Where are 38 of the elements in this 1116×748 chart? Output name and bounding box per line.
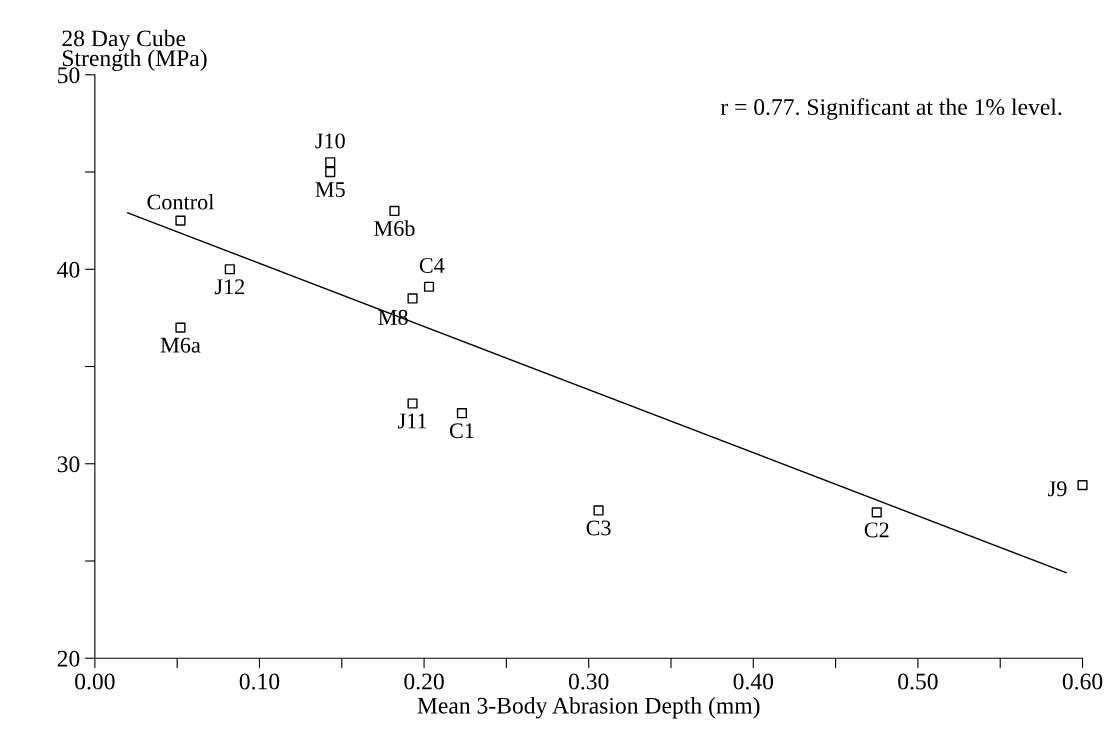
- annotation: C1: [449, 423, 474, 439]
- point: [175, 322, 186, 333]
- annotation: M5: [315, 182, 345, 198]
- point: [389, 205, 400, 217]
- annotation: J10: [315, 133, 345, 149]
- y-tick-label: 20: [57, 650, 80, 667]
- annotation: J12: [214, 279, 245, 295]
- x-tick-label: 0.20: [404, 673, 444, 690]
- x-tick-label: 0.00: [75, 673, 115, 690]
- point: [423, 281, 435, 292]
- point: [593, 505, 604, 516]
- point: [175, 215, 186, 226]
- x-tick-label: 0.60: [1062, 673, 1103, 690]
- x-tick-label: 0.10: [239, 673, 280, 690]
- point: [224, 264, 235, 275]
- x-tick-label: 0.40: [733, 673, 774, 690]
- annotation: J9: [1048, 481, 1067, 497]
- x-tick-label: 0.30: [568, 673, 609, 690]
- point: [325, 157, 336, 168]
- annotation: C2: [864, 522, 889, 538]
- point: [407, 398, 418, 409]
- y-tick-label: 30: [57, 456, 80, 473]
- y-tick-label: 40: [57, 261, 80, 278]
- point: [407, 293, 418, 304]
- point: [456, 408, 468, 419]
- point: [325, 166, 336, 178]
- annotation: C3: [586, 520, 611, 536]
- point: [1077, 480, 1088, 491]
- annotation: C4: [419, 257, 445, 273]
- annotation: M6b: [374, 220, 415, 236]
- annotation: r = 0.77. Significant at the 1% level.: [720, 98, 1062, 120]
- annotation: Control: [147, 193, 214, 210]
- annotation: M8: [378, 309, 408, 325]
- x-axis-title: Mean 3-Body Abrasion Depth (mm): [417, 697, 760, 719]
- annotation: M6a: [160, 337, 201, 353]
- x-tick-label: 0.50: [898, 673, 938, 690]
- point: [871, 507, 882, 518]
- annotation: J11: [398, 413, 427, 429]
